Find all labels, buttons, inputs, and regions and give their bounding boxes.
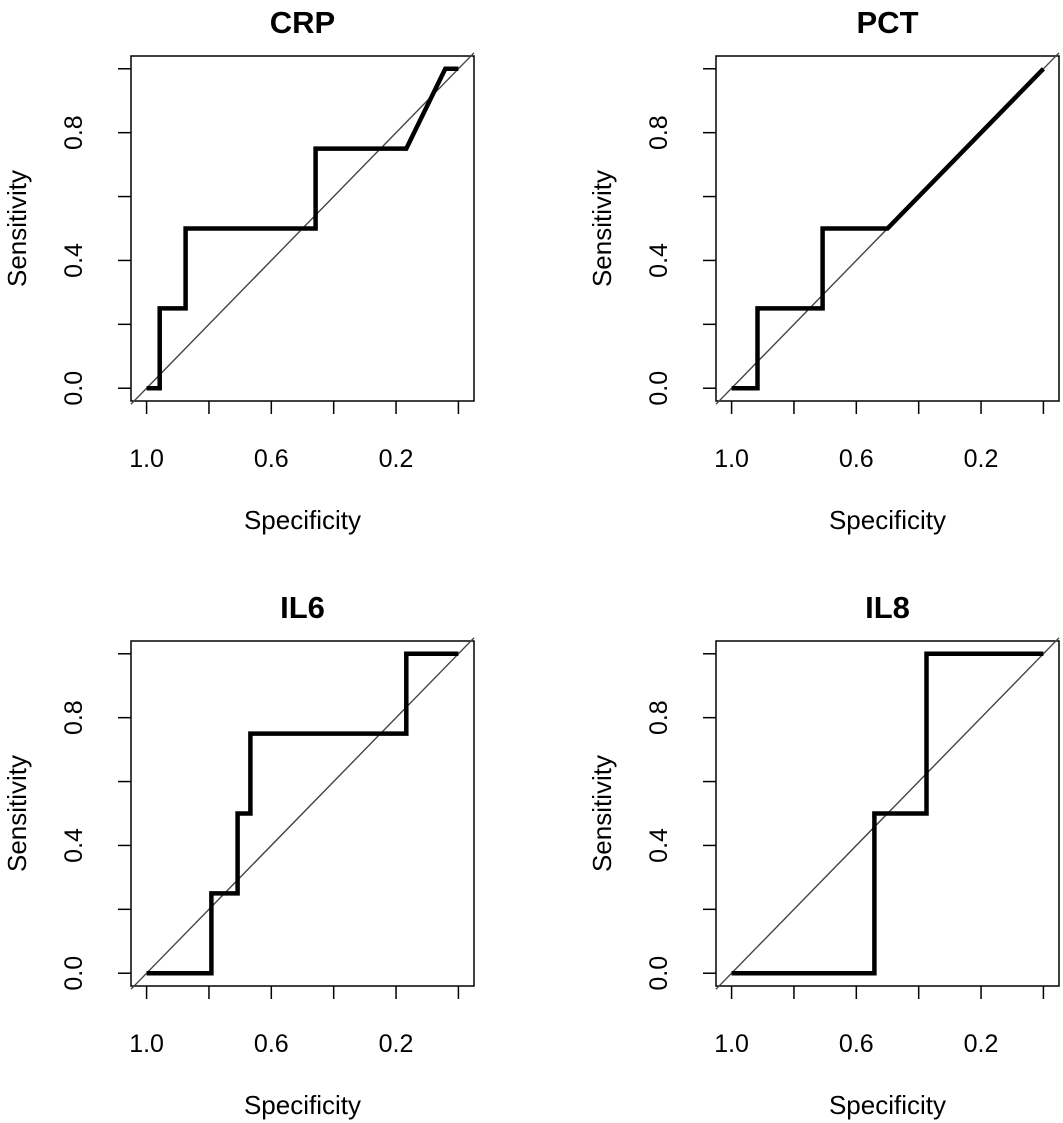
x-axis-label: Specificity [829,1090,946,1120]
panel-title: IL8 [865,590,910,625]
plot-frame [715,55,1060,402]
plot-frame [130,640,475,987]
x-tick-label: 1.0 [129,445,164,473]
x-tick-label: 0.6 [254,1030,289,1058]
panel-title: PCT [857,5,919,40]
x-tick-label: 0.6 [839,445,874,473]
roc-curve [731,67,1046,391]
y-tick-label: 0.8 [645,700,673,735]
plot-frame [715,640,1060,987]
y-tick-label: 0.0 [60,371,88,406]
roc-panel: 1.0 0.6 0.2 0.0 0.4 0.8 PCT Specificity Sensitiv… [587,5,1060,535]
y-tick-label: 0.8 [60,700,88,735]
x-tick-label: 0.6 [839,1030,874,1058]
y-axis-label: Sensitivity [587,755,617,872]
panel-title: IL6 [280,590,325,625]
y-tick-label: 0.0 [645,956,673,991]
y-axis-label: Sensitivity [2,170,32,287]
y-tick-label: 0.4 [60,243,88,278]
roc-panel: 1.0 0.6 0.2 0.0 0.4 0.8 IL6 Specificity Sensitiv… [2,590,475,1120]
roc-curve [731,651,1044,976]
x-tick-label: 0.2 [964,1030,999,1058]
y-tick-label: 0.0 [60,956,88,991]
y-axis-label: Sensitivity [2,755,32,872]
x-tick-label: 1.0 [129,1030,164,1058]
x-axis-label: Specificity [829,505,946,535]
x-tick-label: 0.2 [379,1030,414,1058]
y-tick-label: 0.8 [645,115,673,150]
y-axis-label: Sensitivity [587,170,617,287]
y-tick-label: 0.4 [60,828,88,863]
x-axis-label: Specificity [244,505,361,535]
y-tick-label: 0.4 [645,828,673,863]
panel-title: CRP [270,5,335,40]
x-tick-label: 1.0 [714,1030,749,1058]
x-tick-label: 1.0 [714,445,749,473]
plot-frame [130,55,475,402]
y-tick-label: 0.0 [645,371,673,406]
x-tick-label: 0.6 [254,445,289,473]
roc-curve [146,66,459,391]
roc-panel: 1.0 0.6 0.2 0.0 0.4 0.8 IL8 Specificity Sensitiv… [587,590,1060,1120]
x-tick-label: 0.2 [964,445,999,473]
roc-panel: 1.0 0.6 0.2 0.0 0.4 0.8 CRP Specificity Sensitiv… [2,5,475,535]
x-tick-label: 0.2 [379,445,414,473]
y-tick-label: 0.4 [645,243,673,278]
x-axis-label: Specificity [244,1090,361,1120]
reference-diagonal [130,637,475,990]
y-tick-label: 0.8 [60,115,88,150]
roc-curve [146,651,459,976]
